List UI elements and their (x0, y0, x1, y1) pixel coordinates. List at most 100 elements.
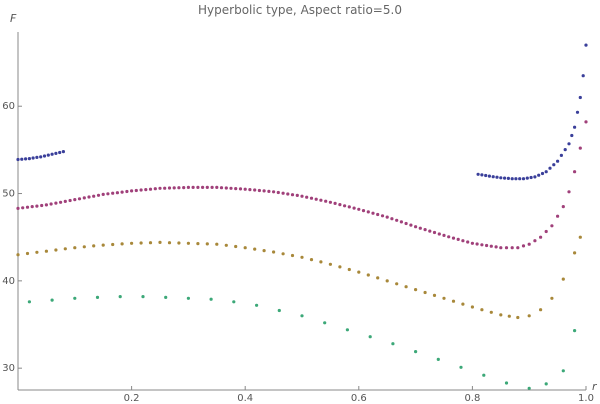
data-point (95, 295, 100, 299)
data-point (164, 295, 168, 299)
data-point (130, 241, 134, 245)
data-point (573, 170, 577, 174)
data-point (470, 241, 474, 245)
data-point (158, 186, 162, 190)
data-point (257, 188, 261, 193)
data-point (563, 148, 567, 152)
data-point (414, 288, 418, 292)
data-point (63, 199, 67, 203)
data-point (395, 282, 399, 286)
data-point (196, 242, 200, 246)
data-point (262, 189, 266, 193)
data-point (49, 202, 53, 206)
data-point (238, 187, 243, 191)
data-point (177, 186, 181, 190)
data-point (584, 43, 588, 47)
data-point (461, 302, 465, 306)
data-point (578, 146, 582, 150)
data-point (44, 249, 49, 253)
data-point (338, 265, 342, 269)
data-point (533, 239, 537, 243)
data-point (177, 241, 181, 245)
data-point (196, 185, 200, 189)
x-tick-label: 1.0 (578, 393, 594, 404)
data-point (139, 188, 143, 192)
data-point (432, 293, 437, 297)
data-point (409, 223, 413, 227)
data-point (432, 230, 437, 235)
data-point (63, 247, 67, 251)
data-point (35, 204, 39, 208)
data-point (21, 206, 25, 210)
data-point (529, 175, 533, 180)
data-point (456, 237, 460, 241)
data-point (573, 251, 577, 255)
data-point (82, 245, 86, 249)
data-point (58, 150, 62, 155)
data-point (35, 155, 39, 159)
data-point (533, 175, 537, 179)
data-point (290, 193, 295, 197)
data-point (380, 214, 385, 218)
data-point (130, 189, 134, 193)
data-point (527, 314, 531, 318)
data-point (77, 197, 82, 201)
data-point (111, 191, 115, 195)
data-point (347, 267, 351, 272)
data-point (39, 155, 43, 159)
data-point (537, 173, 541, 177)
data-point (92, 194, 96, 198)
data-point (290, 253, 295, 258)
data-point (125, 189, 129, 194)
data-point (40, 203, 44, 208)
data-point (323, 321, 327, 325)
data-point (423, 290, 427, 295)
data-point (50, 298, 54, 302)
data-point (357, 207, 361, 211)
data-point (548, 166, 552, 170)
data-point (25, 205, 30, 209)
data-point (186, 185, 190, 189)
data-point (215, 242, 219, 246)
data-point (437, 232, 441, 236)
series-3 (16, 235, 582, 320)
data-point (158, 240, 162, 244)
chart-title: Hyperbolic type, Aspect ratio=5.0 (198, 3, 402, 17)
data-point (399, 220, 403, 224)
data-point (134, 188, 138, 193)
data-point (31, 156, 35, 160)
data-point (338, 203, 342, 207)
data-point (556, 214, 560, 218)
data-point (357, 270, 361, 274)
data-point (544, 229, 548, 234)
data-point (414, 225, 418, 229)
data-point (106, 192, 110, 196)
data-point (182, 186, 186, 190)
data-point (163, 186, 167, 190)
data-point (92, 244, 96, 248)
data-point (82, 196, 86, 200)
data-point (229, 186, 233, 190)
data-point (575, 110, 580, 114)
data-point (510, 177, 514, 181)
data-point (391, 342, 395, 346)
data-point (16, 206, 20, 210)
data-point (148, 241, 153, 245)
series-2 (16, 120, 588, 250)
data-point (544, 170, 548, 174)
data-point (153, 187, 157, 191)
data-point (118, 295, 122, 299)
data-point (527, 242, 531, 246)
data-point (480, 243, 484, 247)
data-point (281, 252, 285, 256)
data-point (54, 201, 58, 205)
data-point (352, 206, 356, 210)
data-point (499, 246, 503, 250)
data-point (366, 210, 370, 214)
data-point (507, 314, 511, 318)
data-point (255, 303, 259, 307)
y-tick-label: 30 (2, 363, 15, 374)
data-point (584, 120, 588, 124)
data-point (224, 243, 228, 247)
data-point (470, 305, 474, 309)
